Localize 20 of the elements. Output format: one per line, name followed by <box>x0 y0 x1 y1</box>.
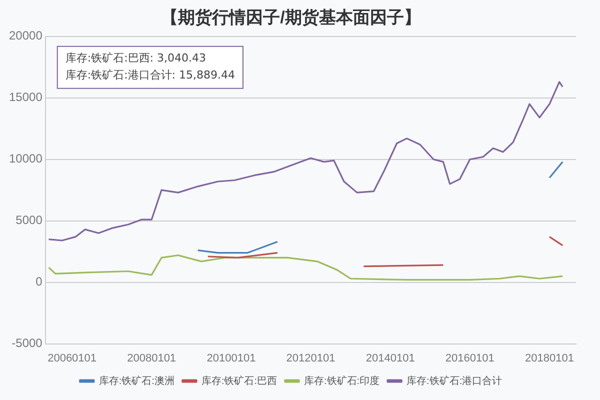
x-tick-label: 20160101 <box>445 352 494 364</box>
annotation: 库存:铁矿石:巴西: 3,040.43 <box>65 51 206 64</box>
y-tick-label: 0 <box>36 274 43 289</box>
y-tick-label: 20000 <box>8 28 43 43</box>
legend-label: 库存:铁矿石:澳洲 <box>98 374 174 387</box>
y-tick-label: 10000 <box>8 152 43 166</box>
legend-label: 库存:铁矿石:印度 <box>304 374 380 387</box>
chart-title: 【期货行情因子/期货基本面因子】 <box>161 8 421 27</box>
x-tick-label: 20060101 <box>48 352 97 364</box>
y-tick-label: 5000 <box>16 213 43 228</box>
y-tick-label: -5000 <box>12 336 43 350</box>
annotation: 库存:铁矿石:港口合计: 15,889.44 <box>65 68 235 82</box>
legend-label: 库存:铁矿石:巴西 <box>201 374 278 387</box>
legend-label: 库存:铁矿石:港口合计 <box>406 374 502 387</box>
x-tick-label: 20100101 <box>206 352 256 364</box>
x-tick-label: 20140101 <box>366 352 415 364</box>
x-tick-label: 20120101 <box>286 352 336 364</box>
x-tick-label: 20180101 <box>525 352 574 364</box>
y-tick-label: 15000 <box>8 90 43 104</box>
x-tick-label: 20080101 <box>127 352 176 364</box>
